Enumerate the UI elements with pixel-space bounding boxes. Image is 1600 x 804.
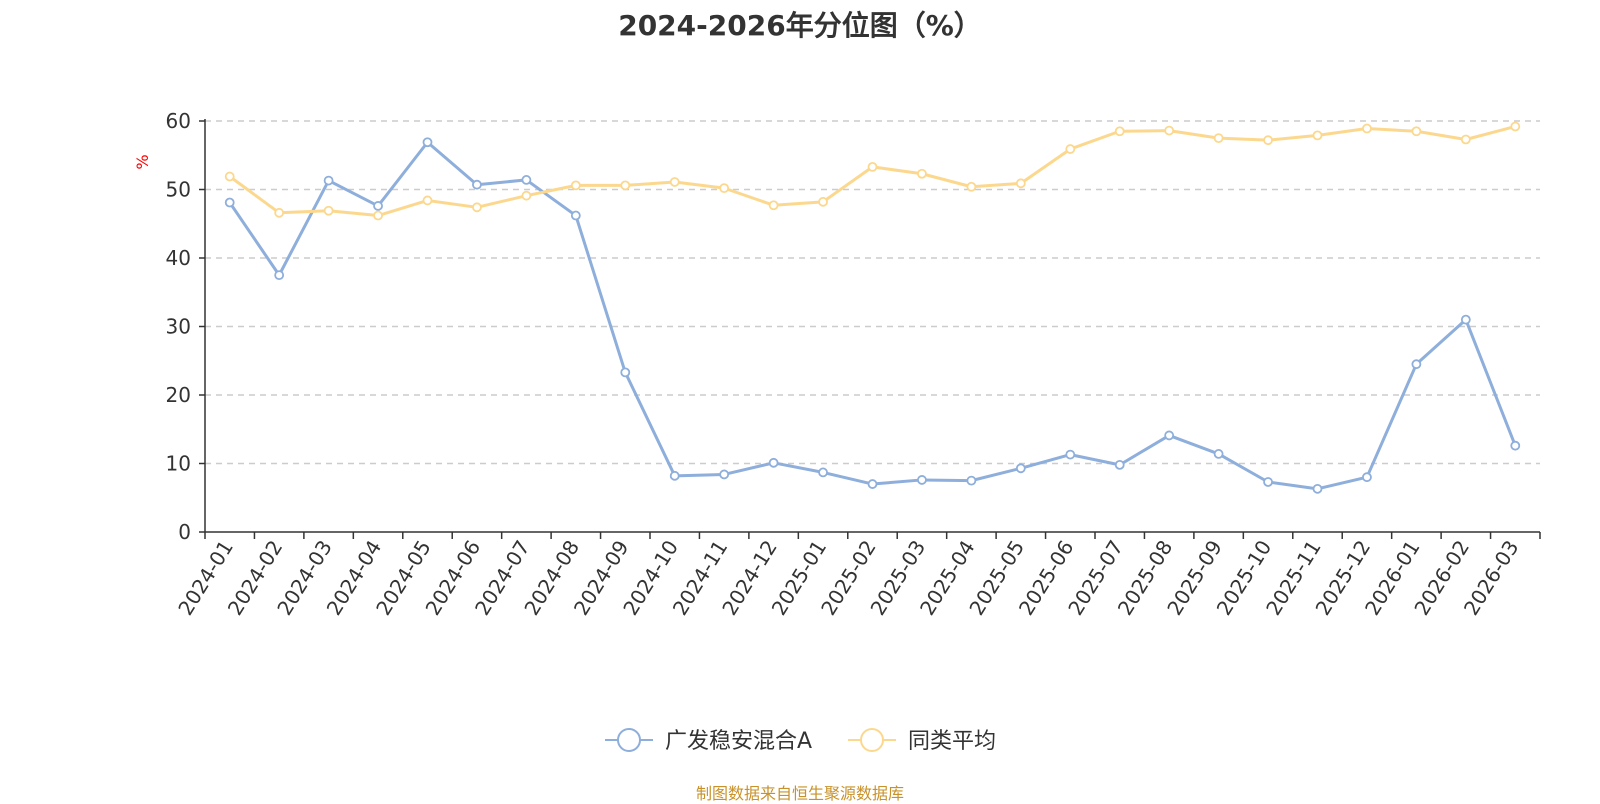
data-point-series-1	[917, 475, 927, 485]
data-point-series-2	[917, 168, 927, 179]
data-point-series-2	[1015, 178, 1026, 189]
y-tick-label: 30	[166, 315, 191, 339]
data-point-series-1	[1065, 449, 1076, 460]
data-point-series-1	[719, 469, 730, 480]
legend-item-1: 广发稳安混合A	[605, 728, 812, 754]
y-tick-label: 0	[178, 520, 191, 544]
data-point-series-2	[867, 161, 878, 172]
data-point-series-1	[1510, 440, 1521, 451]
data-point-series-1	[818, 467, 828, 478]
legend-marker	[860, 728, 884, 752]
data-point-series-1	[768, 457, 779, 468]
y-tick-label: 20	[166, 383, 191, 407]
legend: 广发稳安混合A 同类平均	[605, 728, 996, 754]
legend-label: 同类平均	[908, 729, 996, 754]
chart-title: 2024-2026年分位图（%）	[618, 9, 982, 42]
data-point-series-1	[966, 475, 977, 486]
data-point-series-2	[274, 207, 285, 218]
data-point-series-2	[1510, 121, 1521, 132]
data-point-series-2	[719, 183, 730, 194]
data-point-series-2	[521, 190, 532, 201]
data-point-series-2	[570, 180, 581, 191]
data-point-series-2	[1411, 126, 1422, 137]
y-axis: 0 10 20 30 40 50 60	[166, 109, 206, 544]
series-layer	[224, 121, 1521, 494]
y-tick-label: 40	[166, 246, 191, 270]
data-point-series-2	[1065, 144, 1076, 154]
data-point-series-1	[1362, 472, 1372, 483]
data-point-series-1	[422, 137, 433, 148]
data-point-series-2	[422, 195, 433, 206]
data-point-series-2	[1460, 134, 1471, 145]
data-point-series-2	[1213, 133, 1224, 144]
source-note: 制图数据来自恒生聚源数据库	[695, 784, 904, 803]
data-point-series-1	[472, 179, 482, 190]
data-point-series-1	[1460, 314, 1471, 325]
data-point-series-1	[373, 201, 383, 211]
data-point-series-1	[1164, 430, 1175, 441]
data-point-series-2	[818, 196, 828, 207]
x-axis: 2024-012024-022024-032024-042024-052024-…	[173, 531, 1541, 620]
grid-lines	[205, 120, 1540, 465]
data-point-series-1	[224, 197, 235, 208]
data-point-series-1	[1411, 359, 1422, 370]
legend-item-2: 同类平均	[848, 728, 996, 754]
y-tick-label: 10	[166, 452, 191, 476]
data-point-series-2	[620, 180, 631, 191]
data-point-series-1	[274, 270, 285, 281]
data-point-series-1	[1015, 463, 1026, 474]
data-point-series-2	[323, 205, 334, 216]
legend-label: 广发稳安混合A	[665, 729, 812, 754]
data-point-series-2	[1312, 130, 1323, 141]
data-point-series-1	[620, 367, 631, 378]
y-tick-label: 60	[166, 109, 191, 133]
data-point-series-1	[1263, 477, 1273, 487]
data-point-series-2	[373, 210, 383, 221]
data-point-series-1	[867, 479, 878, 489]
data-point-series-1	[1114, 459, 1125, 470]
data-point-series-2	[768, 200, 779, 211]
data-point-series-2	[966, 181, 977, 192]
data-point-series-2	[1164, 125, 1175, 136]
data-point-series-1	[1213, 449, 1224, 459]
data-point-series-2	[1362, 123, 1372, 134]
data-point-series-2	[224, 171, 235, 182]
data-point-series-1	[521, 175, 532, 185]
data-point-series-1	[669, 470, 680, 481]
data-point-series-2	[472, 202, 482, 213]
data-point-series-2	[669, 177, 680, 187]
y-axis-label: %	[133, 154, 152, 169]
y-tick-label: 50	[166, 178, 191, 202]
data-point-series-2	[1114, 126, 1125, 137]
data-point-series-2	[1263, 135, 1273, 146]
legend-marker	[617, 728, 641, 752]
data-point-series-1	[1312, 483, 1323, 494]
data-point-series-1	[570, 210, 581, 221]
series-line-1	[228, 140, 1517, 491]
data-point-series-1	[323, 175, 334, 186]
